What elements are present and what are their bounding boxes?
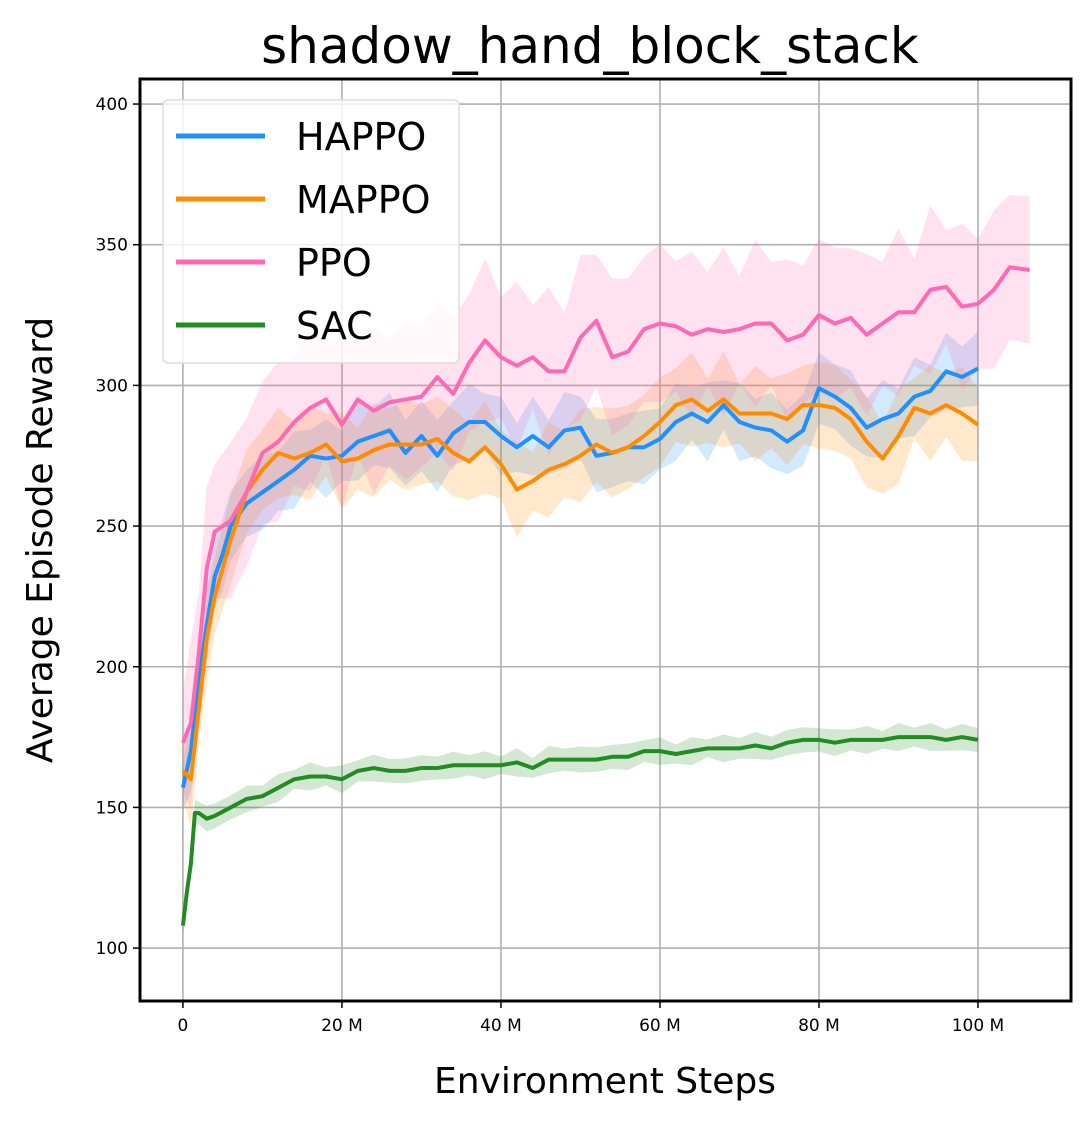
y-tick-label: 400 <box>96 95 128 115</box>
x-tick-label: 0 <box>178 1016 189 1036</box>
y-tick-label: 100 <box>96 939 128 959</box>
lines <box>180 265 1030 926</box>
x-tick-label: 80 M <box>798 1016 840 1036</box>
x-tick-label: 60 M <box>639 1016 681 1036</box>
y-tick-label: 350 <box>96 236 128 256</box>
mappo-band <box>182 351 978 827</box>
ppo-line <box>181 265 1030 744</box>
sac-line <box>180 735 979 926</box>
y-tick-label: 150 <box>96 798 128 818</box>
y-tick-label: 250 <box>96 517 128 537</box>
chart-title: shadow_hand_block_stack <box>261 17 919 75</box>
x-tick-label: 40 M <box>480 1016 522 1036</box>
legend-box <box>162 99 460 364</box>
legend-label: SAC <box>296 304 373 348</box>
sac-band <box>182 723 978 935</box>
happo-band <box>182 331 978 812</box>
x-axis-label: Environment Steps <box>434 1061 776 1102</box>
x-tick-label: 20 M <box>321 1016 363 1036</box>
ticks: 0 20 M 40 M 60 M 80 M 100 M 100 150 200 250 300 350… <box>96 95 1005 1036</box>
y-tick-label: 300 <box>96 376 128 396</box>
x-tick-label: 100 M <box>952 1016 1005 1036</box>
legend: HAPPO MAPPO PPO SAC <box>162 99 460 364</box>
mappo-line <box>181 397 980 782</box>
legend-label: PPO <box>296 241 372 285</box>
legend-label: HAPPO <box>296 115 426 159</box>
y-axis-label: Average Episode Reward <box>20 317 61 763</box>
legend-label: MAPPO <box>296 178 431 222</box>
y-tick-label: 200 <box>96 658 128 678</box>
plot-frame <box>138 77 1073 1003</box>
happo-line <box>180 366 979 789</box>
